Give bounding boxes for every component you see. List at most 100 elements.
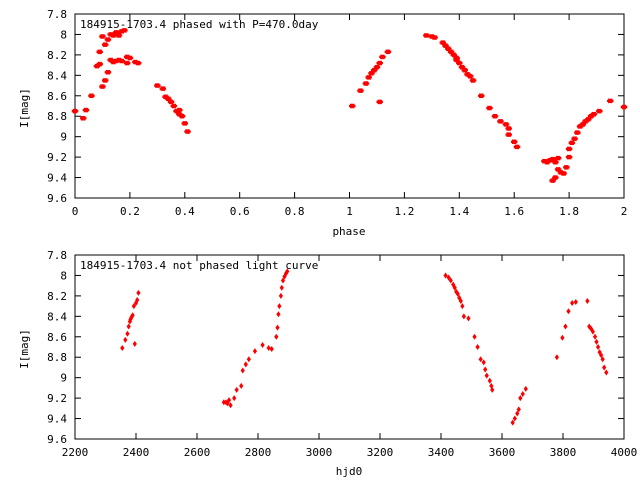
data-point [448,277,453,284]
data-point-plus [450,53,458,57]
data-point [600,356,605,363]
data-point-plus [439,41,447,44]
data-point-plus [442,44,449,47]
data-point [457,294,462,301]
data-point [269,346,274,353]
data-point [277,303,282,310]
x-tick-label: 0.8 [285,205,305,218]
data-point-plus [115,34,123,37]
data-point-plus [497,120,504,123]
data-point-plus [181,122,189,125]
data-point-plus [552,176,559,179]
data-point [125,330,130,337]
data-point-plus [176,108,183,112]
data-point [587,323,592,330]
data-point [484,372,489,379]
y-ticks: 7.8 8 8.2 8.4 8.6 8.8 9 9.2 9.4 9.6 [47,249,624,446]
data-point-plus [543,161,551,164]
y-tick-label: 9.6 [47,433,67,446]
x-tick-label: 3800 [550,446,577,459]
x-tick-label: 4000 [611,446,638,459]
y-ticks: 7.8 8 8.2 8.4 8.6 8.8 9 9.2 9.4 9.6 [47,8,624,205]
data-point [446,274,451,281]
data-point [285,268,290,275]
data-point-plus [376,100,383,104]
data-point-plus [376,61,383,65]
data-point-plus [549,179,556,182]
data-point [602,364,607,371]
data-point-plus [549,158,556,161]
y-tick-label: 8 [60,269,67,282]
data-point-plus [165,97,172,100]
y-tick-label: 7.8 [47,8,67,21]
data-point-plus [456,61,463,65]
data-point-plus [362,82,370,85]
data-point [135,296,140,303]
data-point-plus [357,89,364,92]
x-axis-label: hjd0 [336,465,363,478]
data-point-plus [107,58,114,62]
x-tick-label: 1.6 [504,205,524,218]
y-axis-label: I[mag] [18,88,31,128]
data-point [570,300,575,307]
data-point-plus [576,125,584,128]
data-point-plus [585,118,592,121]
data-point [452,284,457,291]
data-point [597,349,602,356]
data-point [132,340,137,347]
data-point [123,336,128,343]
data-point [520,391,525,398]
data-point-plus [431,36,438,39]
data-point [120,345,125,352]
data-point-plus [510,140,518,143]
data-point-plus [368,72,375,75]
x-tick-label: 0.4 [175,205,195,218]
data-point [221,399,226,406]
data-point [466,315,471,322]
data-point-plus [178,115,186,118]
x-tick-label: 0 [72,205,79,218]
data-point-plus [467,75,474,78]
y-tick-label: 8 [60,28,67,41]
data-point-plus [560,172,567,175]
data-point [516,406,521,413]
data-point [276,311,281,318]
data-point [461,313,466,320]
data-point [510,419,515,426]
x-tick-label: 3200 [367,446,394,459]
data-point-plus [565,155,573,159]
data-point-plus [458,66,466,69]
y-tick-label: 9 [60,131,67,144]
x-ticks: 0 0.2 0.4 0.6 0.8 1 1.2 1.4 1.6 1.8 2 [72,14,628,218]
x-tick-label: 2600 [184,446,211,459]
data-point [443,272,448,279]
data-point-plus [123,61,131,65]
data-point [604,369,609,376]
x-tick-label: 0.2 [120,205,140,218]
data-point-plus [461,69,469,72]
data-point-plus [568,141,576,144]
data-point [246,356,251,363]
x-tick-label: 1.4 [449,205,469,218]
data-point [512,415,517,422]
data-point-plus [565,147,573,151]
y-tick-label: 8.4 [47,310,67,323]
data-point [483,366,488,373]
plot-frame [74,254,625,440]
data-point-plus [176,113,183,116]
data-point-plus [423,34,430,37]
x-tick-label: 3000 [306,446,333,459]
data-point [590,328,595,335]
data-point-plus [491,115,499,118]
x-tick-label: 2 [621,205,628,218]
data-point [279,284,284,291]
y-tick-label: 8.8 [47,351,67,364]
data-point-plus [110,34,117,37]
data-point [599,352,604,359]
data-point [455,290,460,297]
data-point [130,312,135,319]
data-point-plus [184,130,191,133]
data-point-plus [118,59,125,63]
panel-title: 184915-1703.4 phased with P=470.0day [80,18,319,31]
